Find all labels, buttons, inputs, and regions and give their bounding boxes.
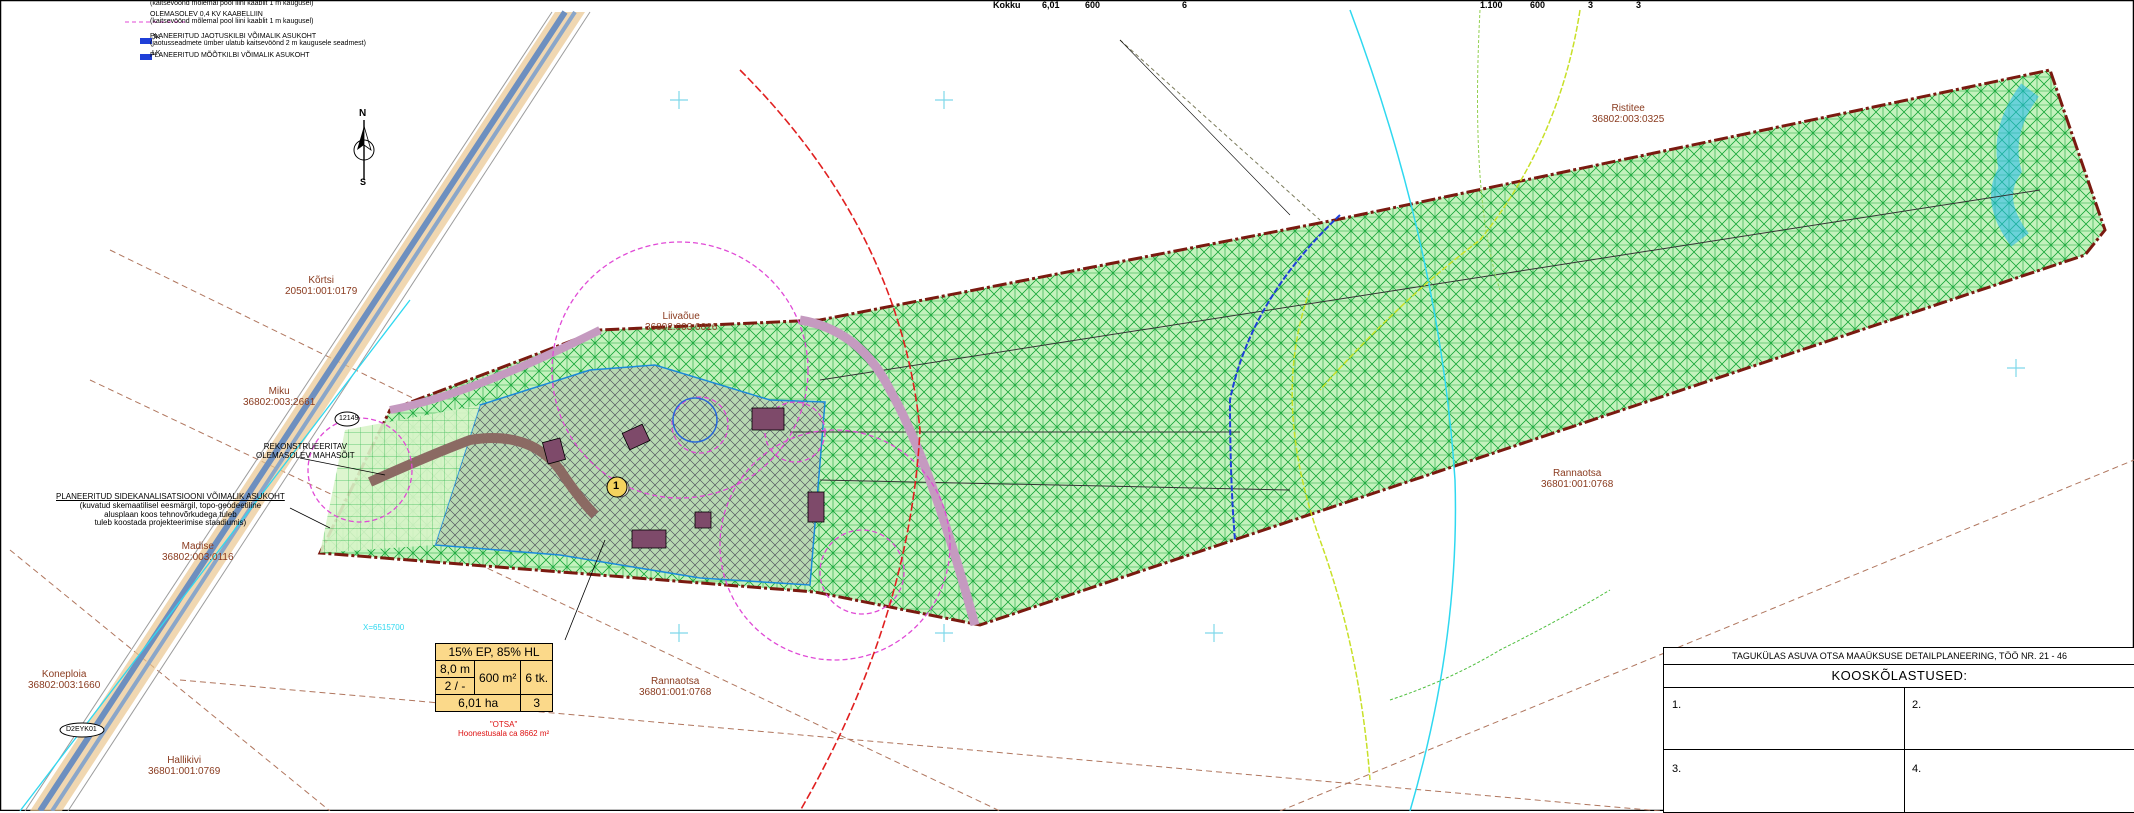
approvals-box: TAGUKÜLAS ASUVA OTSA MAAÜKSUSE DETAILPLA… <box>1663 647 2134 813</box>
compass-north: N <box>359 108 367 119</box>
road-id-oval <box>334 411 360 427</box>
building <box>621 423 651 451</box>
grid-crosses <box>670 91 2025 642</box>
building <box>631 529 667 549</box>
internal-road <box>367 433 599 519</box>
building <box>694 511 712 529</box>
building <box>807 491 825 523</box>
otsa-label: "OTSA" Hoonestusala ca 8662 m² <box>458 720 550 738</box>
plot-parameters-table: 15% EP, 85% HL 8,0 m 600 m² 6 tk. 2 / - … <box>434 643 554 712</box>
telecom-note: PLANEERITUD SIDEKANALISATSIOONI VÕIMALIK… <box>56 492 285 528</box>
pole-id-oval <box>59 722 105 738</box>
legend-code: LK <box>152 50 161 57</box>
totals-label: Kokku <box>993 0 1021 10</box>
totals-value: 3 <box>1588 0 1594 10</box>
totals-value: 6 <box>1182 0 1188 10</box>
legend-title: PLANEERITUD JAOTUSKILBI VÕIMALIK ASUKOHT <box>150 33 317 40</box>
road-id: 12149 <box>339 415 359 422</box>
totals-value: 600 <box>1530 0 1546 10</box>
plot-usage: 15% EP, 85% HL <box>434 643 554 661</box>
totals-value: 600 <box>1085 0 1101 10</box>
parcel-label: Rannaotsa 36801:001:0768 <box>639 676 712 698</box>
building <box>541 437 567 465</box>
planned-parcel <box>317 68 2107 627</box>
building <box>751 407 785 431</box>
red-utility-line <box>739 69 921 811</box>
plot-area: 6,01 ha <box>434 694 522 712</box>
parcel-label: Koneploia 36802:003:1660 <box>28 669 101 691</box>
legend-row: (kaitsevöönd mõlemal pool liini kaablit … <box>150 0 314 7</box>
reconstruction-note: REKONSTRUEERITAV OLEMASOLEV MAHASÕIT <box>256 442 355 460</box>
compass-south: S <box>360 177 367 187</box>
legend-row: PLANEERITUD MÕÕTKILBI VÕIMALIK ASUKOHT <box>150 52 310 59</box>
north-arrow-icon <box>353 120 375 180</box>
plot-height: 8,0 m <box>434 660 476 678</box>
plot-parking: 3 <box>520 694 554 712</box>
legend-note: (jaotusseadmete ümber ulatub kaitsevöönd… <box>150 40 366 47</box>
parcel-label: Liivaõue 36802:003:0016 <box>645 311 718 333</box>
parcel-label: Hallikivi 36801:001:0769 <box>148 755 221 777</box>
plot-floors: 2 / - <box>434 677 476 695</box>
plot-building-area: 600 m² <box>474 660 522 695</box>
totals-value: 6,01 <box>1042 0 1060 10</box>
totals-value: 3 <box>1636 0 1642 10</box>
legend-row: OLEMASOLEV 0,4 KV KAABELLIIN (kaitsevöön… <box>150 11 313 25</box>
approval-cell: 1. <box>1672 699 1682 711</box>
legend-note: (kaitsevöönd mõlemal pool liini kaablit … <box>150 18 314 25</box>
legend-title: OLEMASOLEV 0,4 KV KAABELLIIN <box>150 11 263 18</box>
approval-cell: 3. <box>1672 763 1682 775</box>
pole-id: D2EYK01 <box>66 726 97 733</box>
legend-code: JK <box>152 34 161 41</box>
plot-number: 1 <box>613 480 620 492</box>
plot-building-count: 6 tk. <box>520 660 554 695</box>
parcel-label: Rannaotsa 36801:001:0768 <box>1541 468 1614 490</box>
parcel-label: Kõrtsi 20501:001:0179 <box>285 275 358 297</box>
plot-number-marker <box>606 476 628 498</box>
approval-cell: 2. <box>1912 699 1922 711</box>
coordinate-label: X=6515700 <box>363 623 405 632</box>
totals-value: 1.100 <box>1480 0 1503 10</box>
parcel-label: Madise 36802:003:0116 <box>162 541 234 563</box>
legend-row: PLANEERITUD JAOTUSKILBI VÕIMALIK ASUKOHT… <box>150 33 366 47</box>
parcel-label: Miku 36802:003:2661 <box>243 386 316 408</box>
buildings <box>541 407 825 549</box>
approvals-heading: KOOSKÕLASTUSED: <box>1664 665 2134 688</box>
approval-cell: 4. <box>1912 763 1922 775</box>
parcel-label: Ristitee 36802:003:0325 <box>1592 103 1665 125</box>
approvals-project-title: TAGUKÜLAS ASUVA OTSA MAAÜKSUSE DETAILPLA… <box>1664 648 2134 665</box>
buffer-circle <box>551 241 809 499</box>
